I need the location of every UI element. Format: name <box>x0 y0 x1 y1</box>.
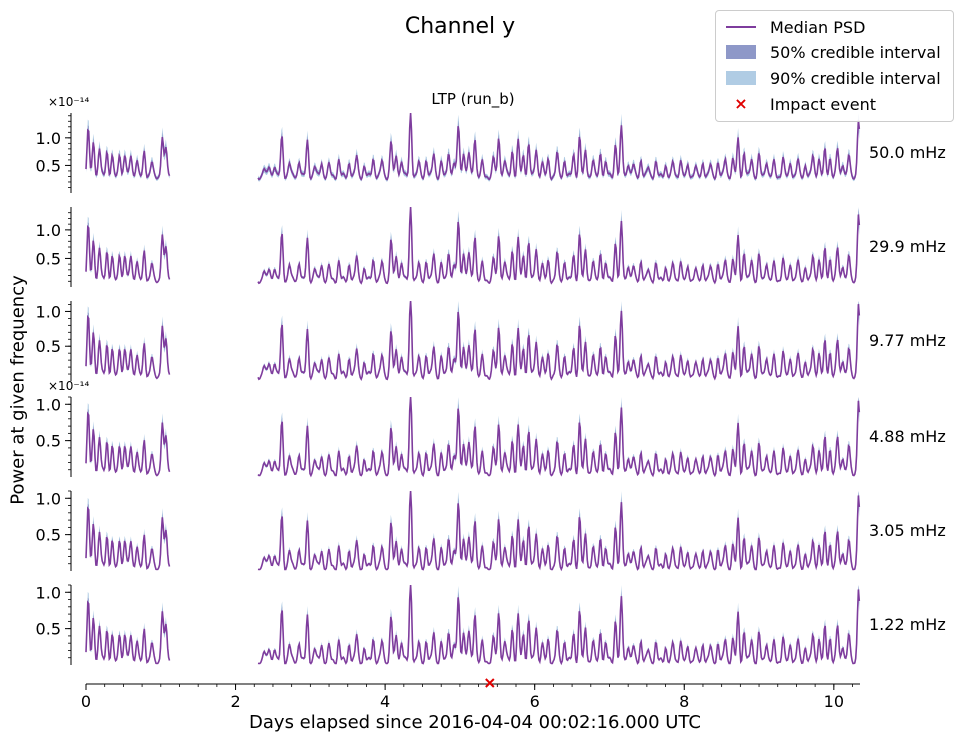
median-line-6-1 <box>85 600 171 665</box>
median-line-2-2 <box>257 206 861 285</box>
median-line-2-1 <box>85 225 171 284</box>
legend-item-band50: 50% credible interval <box>726 42 941 62</box>
y-tick-label-3-1: 0.5 <box>36 337 61 356</box>
median-line-5-2 <box>257 490 861 572</box>
y-tick-label-1-2: 1.0 <box>36 129 61 148</box>
frequency-label-3: 9.77 mHz <box>869 331 946 350</box>
legend-label-impact: Impact event <box>770 94 876 114</box>
legend-label-band50: 50% credible interval <box>770 42 941 62</box>
median-line-4-1 <box>85 411 171 477</box>
median-line-3-2 <box>257 300 861 381</box>
legend-swatch-band90 <box>726 71 756 85</box>
frequency-label-2: 29.9 mHz <box>869 237 946 256</box>
legend-label-band90: 90% credible interval <box>770 68 941 88</box>
y-tick-label-2-1: 0.5 <box>36 249 61 268</box>
scale-offset-label-1: ×10⁻¹⁴ <box>48 95 90 109</box>
median-line-3-1 <box>85 314 171 380</box>
median-line-1-1 <box>85 128 171 180</box>
legend-item-impact: × Impact event <box>726 94 876 114</box>
figure-title: Channel y <box>404 14 516 39</box>
frequency-label-5: 3.05 mHz <box>869 521 946 540</box>
x-tick-label-4: 6 <box>530 692 540 711</box>
x-tick-label-3: 4 <box>380 692 390 711</box>
frequency-label-1: 50.0 mHz <box>869 143 946 162</box>
x-tick-label-1: 0 <box>81 692 91 711</box>
legend-label-median: Median PSD <box>770 17 866 37</box>
scale-offset-label-4: ×10⁻¹⁴ <box>48 379 90 393</box>
y-tick-label-4-1: 0.5 <box>36 432 61 451</box>
x-tick-label-2: 2 <box>230 692 240 711</box>
legend-item-median: Median PSD <box>726 17 865 37</box>
chart-subtitle: LTP (run_b) <box>431 90 515 108</box>
median-line-5-1 <box>85 506 171 571</box>
frequency-label-4: 4.88 mHz <box>869 427 946 446</box>
median-line-6-2 <box>257 584 861 666</box>
legend: Median PSD 50% credible interval 90% cre… <box>715 10 954 122</box>
y-tick-label-6-2: 1.0 <box>36 583 61 602</box>
y-tick-label-4-2: 1.0 <box>36 395 61 414</box>
legend-swatch-band50 <box>726 45 756 59</box>
median-line-4-2 <box>257 396 861 478</box>
legend-swatch-median <box>726 20 756 34</box>
frequency-label-6: 1.22 mHz <box>869 615 946 634</box>
y-tick-label-6-1: 0.5 <box>36 620 61 639</box>
y-tick-label-5-2: 1.0 <box>36 489 61 508</box>
y-tick-label-3-2: 1.0 <box>36 302 61 321</box>
x-tick-label-5: 8 <box>679 692 689 711</box>
band90-area-1-1 <box>86 119 170 181</box>
y-tick-label-5-1: 0.5 <box>36 526 61 545</box>
median-line-1-2 <box>257 112 861 181</box>
y-tick-label-1-1: 0.5 <box>36 156 61 175</box>
impact-marker-icon: × <box>734 94 748 113</box>
legend-item-band90: 90% credible interval <box>726 68 941 88</box>
impact-event-marker <box>485 678 495 688</box>
x-axis-label: Days elapsed since 2016-04-04 00:02:16.0… <box>249 712 701 733</box>
x-tick-label-6: 10 <box>824 692 844 711</box>
y-tick-label-2-2: 1.0 <box>36 221 61 240</box>
